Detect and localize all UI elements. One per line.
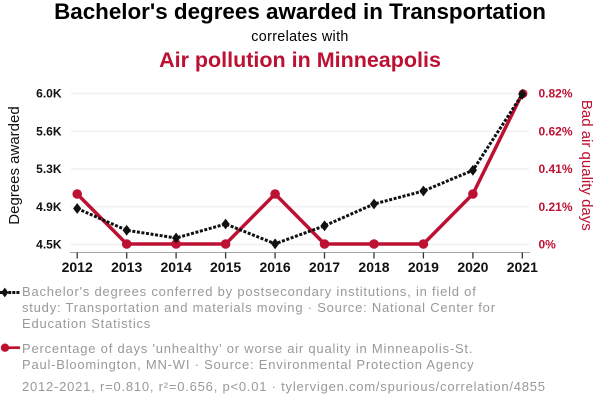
svg-text:2021: 2021: [507, 259, 538, 275]
svg-text:5.3K: 5.3K: [36, 162, 62, 176]
svg-text:2017: 2017: [309, 259, 340, 275]
svg-text:Degrees awarded: Degrees awarded: [6, 106, 23, 224]
svg-text:0.62%: 0.62%: [539, 124, 573, 138]
svg-text:4.5K: 4.5K: [36, 238, 62, 252]
svg-text:6.0K: 6.0K: [36, 87, 62, 101]
svg-text:0.21%: 0.21%: [539, 200, 573, 214]
svg-text:2016: 2016: [260, 259, 291, 275]
svg-text:5.6K: 5.6K: [36, 124, 62, 138]
svg-text:0.41%: 0.41%: [539, 162, 573, 176]
svg-text:2012: 2012: [62, 259, 93, 275]
svg-text:2013: 2013: [111, 259, 142, 275]
svg-text:2019: 2019: [408, 259, 439, 275]
svg-text:0%: 0%: [539, 238, 557, 252]
svg-text:0.82%: 0.82%: [539, 87, 573, 101]
svg-text:2014: 2014: [161, 259, 192, 275]
svg-text:2015: 2015: [210, 259, 241, 275]
svg-text:2020: 2020: [457, 259, 488, 275]
svg-text:4.9K: 4.9K: [36, 200, 62, 214]
svg-text:2018: 2018: [358, 259, 389, 275]
svg-text:Bad air quality days: Bad air quality days: [578, 100, 595, 231]
